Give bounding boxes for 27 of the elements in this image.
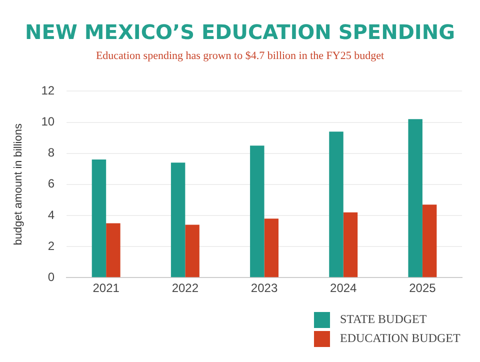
bar <box>422 204 437 278</box>
y-axis-title: budget amount in billions <box>12 123 25 246</box>
bar <box>170 162 186 278</box>
x-tick-label: 2024 <box>330 281 358 296</box>
y-tick-label: 12 <box>41 84 55 98</box>
bar <box>92 160 106 278</box>
bar <box>264 218 279 278</box>
x-tick-label: 2021 <box>92 281 120 296</box>
legend-label: STATE BUDGET <box>340 312 427 327</box>
y-tick-label: 8 <box>48 146 55 160</box>
chart-subtitle: Education spending has grown to $4.7 billion in the FY25 budget <box>94 50 386 62</box>
bar <box>329 132 344 278</box>
y-tick-label: 4 <box>48 208 55 222</box>
bar <box>343 212 358 278</box>
bar <box>250 146 264 278</box>
x-tick-label: 2025 <box>409 281 436 296</box>
y-tick-label: 6 <box>48 176 55 191</box>
bar <box>185 224 200 278</box>
chart-title: NEW MEXICO’S EDUCATION SPENDING <box>24 20 456 44</box>
legend-label: EDUCATION BUDGET <box>340 331 460 346</box>
x-tick-label: 2023 <box>250 281 278 296</box>
y-tick-label: 2 <box>48 238 55 253</box>
x-tick-label: 2022 <box>172 281 199 296</box>
y-tick-label: 10 <box>41 114 55 129</box>
bar <box>408 119 422 278</box>
bar <box>106 223 120 278</box>
y-tick-label: 0 <box>48 270 55 284</box>
